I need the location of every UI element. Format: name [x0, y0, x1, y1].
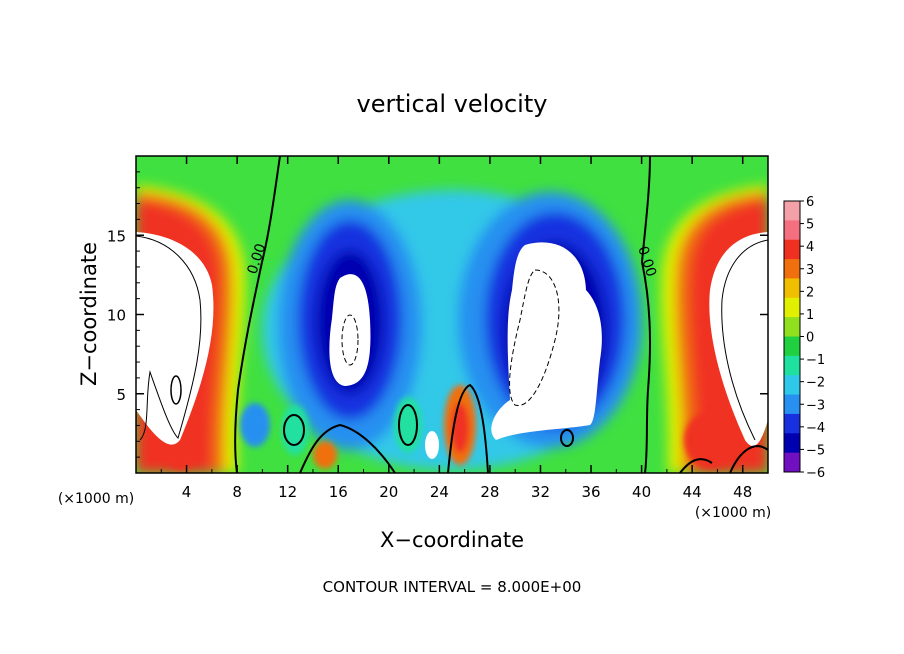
colorbar-label: −5 — [806, 443, 825, 458]
x-axis-label: X−coordinate — [380, 528, 524, 552]
colorbar-swatch — [784, 433, 800, 454]
x-unit-right: (×1000 m) — [695, 505, 771, 521]
colorbar-label: −2 — [806, 376, 825, 391]
x-tick-label: 48 — [733, 483, 752, 501]
colorbar-swatch — [784, 394, 800, 415]
colorbar-swatch — [784, 336, 800, 357]
x-tick-label: 16 — [329, 483, 348, 501]
zero-contour-left — [234, 156, 281, 473]
colorbar-swatch — [784, 278, 800, 299]
colorbar-label: 3 — [806, 263, 814, 278]
x-tick-label: 20 — [379, 483, 398, 501]
colorbar-swatch — [784, 355, 800, 376]
colorbar: 6 5 4 3 2 1 0 −1 −2 −3 −4 −5 −6 — [783, 195, 825, 481]
colorbar-label: 0 — [806, 331, 814, 346]
colorbar-label: 6 — [806, 195, 814, 210]
contour-cell-3 — [560, 429, 574, 447]
y-axis: 5 10 15 — [107, 171, 768, 458]
contour-dashed-left — [341, 314, 359, 366]
y-tick-label: 10 — [107, 307, 126, 325]
colorbar-label: −3 — [806, 398, 825, 413]
contour-interval-note: CONTOUR INTERVAL = 8.000E+00 — [323, 578, 582, 596]
right-downdraft-core — [491, 242, 602, 440]
contour-right-base — [679, 445, 768, 473]
colorbar-label: −1 — [806, 353, 825, 368]
low-cell-8 — [240, 403, 270, 447]
contour-cell-1 — [283, 414, 305, 446]
x-tick-label: 8 — [232, 483, 242, 501]
colorbar-swatch — [784, 317, 800, 337]
x-tick-label: 44 — [683, 483, 702, 501]
colorbar-swatch — [784, 413, 800, 434]
low-cell-5 — [313, 441, 337, 469]
contour-low-mid — [447, 383, 489, 473]
colorbar-swatch — [784, 297, 800, 318]
contour-left-updraft — [136, 235, 202, 441]
left-updraft-core — [136, 232, 214, 445]
zero-contour-right — [640, 156, 651, 473]
x-axis: 4 8 12 16 20 24 28 32 36 40 44 48 — [160, 156, 752, 501]
heatmap-field: 0.00 0.00 — [136, 156, 768, 473]
contour-cell-2 — [398, 404, 418, 446]
colorbar-swatch — [784, 239, 800, 260]
colorbar-swatch — [784, 201, 800, 221]
y-tick-label: 5 — [116, 386, 126, 404]
x-tick-label: 12 — [278, 483, 297, 501]
contour-dashed-right — [509, 269, 560, 406]
chart-title: vertical velocity — [357, 90, 548, 118]
contour-right-updraft — [721, 239, 768, 441]
y-tick-label: 15 — [107, 227, 126, 245]
colorbar-swatch — [784, 220, 800, 241]
colorbar-label: 4 — [806, 240, 814, 255]
small-downdraft-core — [425, 431, 439, 459]
x-unit-left: (×1000 m) — [58, 491, 134, 507]
x-tick-label: 32 — [531, 483, 550, 501]
colorbar-label: 1 — [806, 308, 814, 323]
x-tick-label: 36 — [581, 483, 600, 501]
low-cell-7 — [684, 412, 736, 468]
contour-left-small — [170, 375, 182, 405]
colorbar-swatch — [784, 375, 800, 396]
left-downdraft-core — [329, 274, 371, 386]
contour-low-left — [299, 423, 396, 473]
colorbar-label: −4 — [806, 421, 825, 436]
y-axis-label: Z−coordinate — [77, 242, 101, 386]
colorbar-swatch — [784, 259, 800, 279]
x-tick-label: 24 — [430, 483, 449, 501]
colorbar-swatch — [784, 452, 800, 473]
x-tick-label: 40 — [632, 483, 651, 501]
colorbar-label: −6 — [806, 466, 825, 481]
x-tick-label: 28 — [480, 483, 499, 501]
x-tick-label: 4 — [182, 483, 192, 501]
colorbar-label: 2 — [806, 285, 814, 300]
colorbar-label: 5 — [806, 218, 814, 233]
